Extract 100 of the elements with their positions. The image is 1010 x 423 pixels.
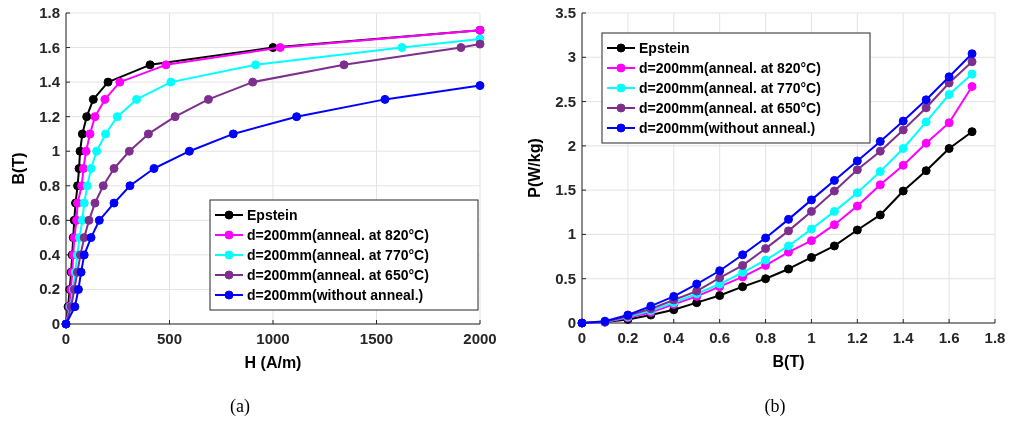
point	[967, 82, 977, 92]
point	[692, 279, 702, 289]
point	[715, 273, 725, 283]
x-tick-label: 1.2	[846, 329, 868, 346]
point	[738, 268, 748, 278]
y-tick-label: 1.6	[39, 38, 60, 56]
y-axis-title: B(T)	[10, 152, 27, 185]
x-tick-label: 1.6	[938, 329, 960, 346]
y-tick-label: 0.5	[555, 269, 576, 287]
x-tick-label: 0.8	[755, 329, 776, 346]
point	[784, 214, 793, 224]
y-tick-label: 1.2	[39, 107, 60, 125]
legend-label: d=200mm(without anneal.)	[639, 120, 816, 136]
point	[669, 291, 679, 301]
legend-label: d=200mm(anneal. at 820°C)	[639, 60, 821, 76]
point	[170, 112, 180, 122]
y-tick-label: 0.6	[39, 211, 60, 229]
point	[109, 198, 119, 208]
point	[875, 167, 885, 177]
point	[852, 201, 862, 211]
y-tick-label: 0.2	[39, 280, 60, 298]
legend-label: Epstein	[247, 207, 298, 223]
point	[275, 43, 285, 53]
point	[806, 252, 816, 262]
point	[898, 144, 908, 154]
point	[944, 118, 954, 128]
x-tick-label: 0.4	[663, 329, 685, 346]
point	[852, 188, 862, 198]
point	[166, 77, 176, 87]
point	[967, 49, 977, 59]
y-tick-label: 0.4	[39, 245, 61, 263]
point	[77, 129, 87, 139]
point	[784, 264, 793, 274]
point	[761, 233, 771, 243]
point	[738, 250, 748, 260]
x-axis-title: H (A/m)	[244, 354, 302, 371]
point	[149, 164, 159, 173]
point	[898, 125, 908, 135]
point	[84, 215, 94, 225]
point	[898, 186, 908, 196]
x-tick-label: 1.8	[984, 329, 1006, 346]
point	[101, 129, 111, 139]
point	[90, 198, 100, 208]
point	[143, 129, 153, 139]
point	[806, 206, 816, 216]
point	[98, 181, 108, 191]
point	[109, 164, 119, 173]
x-tick-label: 2000	[463, 330, 497, 347]
point	[715, 266, 725, 276]
point	[90, 112, 100, 122]
y-tick-label: 0	[567, 314, 576, 331]
x-axis-title: B(T)	[772, 353, 805, 370]
point	[806, 195, 816, 205]
point	[852, 225, 862, 235]
y-tick-label: 0	[51, 315, 60, 332]
point	[921, 95, 931, 105]
point	[161, 60, 171, 70]
x-tick-label: 0.6	[709, 329, 731, 346]
point	[475, 81, 485, 91]
y-tick-label: 1.5	[555, 181, 576, 199]
point	[967, 57, 977, 67]
point	[898, 116, 908, 126]
point	[829, 186, 839, 196]
point	[921, 166, 931, 176]
point	[784, 241, 793, 251]
y-tick-label: 3.5	[555, 4, 576, 21]
point	[251, 60, 261, 70]
x-tick-label: 1.4	[892, 329, 915, 346]
legend-label: d=200mm(anneal. at 650°C)	[247, 267, 429, 283]
point	[184, 146, 194, 156]
point	[784, 226, 793, 236]
point	[852, 156, 862, 166]
point	[967, 127, 977, 137]
point	[380, 94, 390, 104]
point	[875, 180, 885, 190]
point	[292, 112, 302, 122]
point	[475, 39, 485, 49]
legend-label: d=200mm(anneal. at 650°C)	[639, 100, 821, 116]
point	[829, 206, 839, 216]
y-axis-title: P(W/kg)	[526, 138, 543, 198]
legend-label: d=200mm(anneal. at 770°C)	[247, 247, 429, 263]
point	[86, 164, 96, 173]
y-tick-label: 3	[567, 48, 576, 66]
point	[145, 60, 155, 70]
point	[738, 260, 748, 270]
point	[82, 112, 92, 122]
point	[944, 72, 954, 82]
point	[79, 250, 89, 260]
y-tick-label: 1.4	[39, 73, 61, 91]
point	[248, 77, 258, 87]
point	[944, 144, 954, 154]
y-tick-label: 1.8	[39, 4, 60, 21]
point	[100, 94, 110, 104]
point	[806, 236, 816, 246]
point	[852, 165, 862, 175]
y-tick-label: 2	[567, 136, 576, 154]
point	[875, 136, 885, 146]
point	[875, 210, 885, 220]
point	[715, 291, 725, 301]
point	[82, 181, 92, 191]
